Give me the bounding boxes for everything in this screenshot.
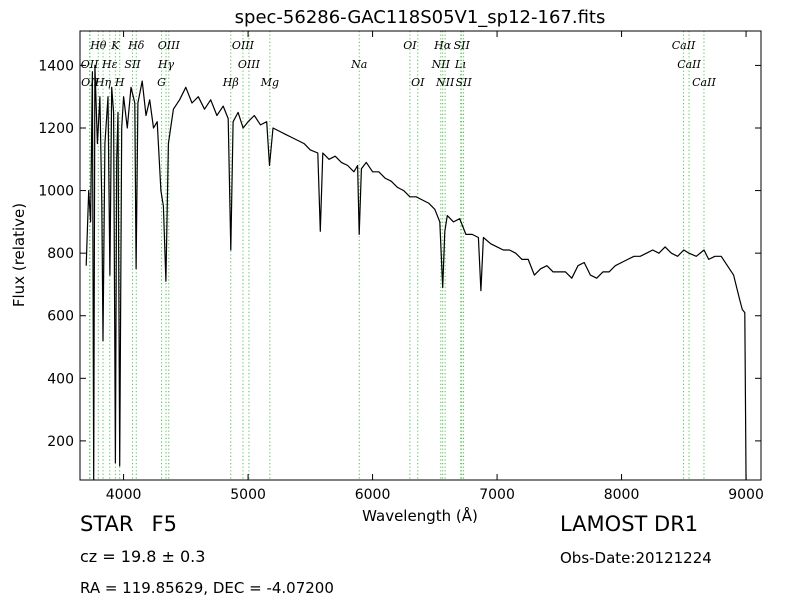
spectral-class: STAR F5 — [80, 512, 177, 536]
redshift-value: cz = 19.8 ± 0.3 — [80, 547, 206, 566]
spectral-line-label: CaII — [672, 39, 696, 52]
spectral-line-label: NII — [435, 76, 455, 89]
spectral-line-label: Hβ — [222, 76, 239, 89]
spectral-line-markers — [89, 31, 705, 480]
spectral-line-label: OIII — [238, 58, 261, 71]
spectral-line-label: OIII — [232, 39, 255, 52]
x-tick-label: 9000 — [728, 487, 764, 503]
spectral-line-label: OI — [411, 76, 425, 89]
spectral-line-label: OII — [81, 76, 99, 89]
spectral-line-label: Hδ — [127, 39, 145, 52]
x-tick-label: 7000 — [479, 487, 515, 503]
y-axis-label: Flux (relative) — [10, 203, 28, 307]
spectral-line-label: OIII — [158, 39, 181, 52]
spectral-line-label: CaII — [692, 76, 716, 89]
chart-title: spec-56286-GAC118S05V1_sp12-167.fits — [235, 7, 606, 28]
spectrum-line — [85, 64, 747, 480]
axis-ticks: 4000 5000 6000 7000 8000 9000 200 400 600 800 1000… — [38, 31, 764, 503]
observation-date: Obs-Date:20121224 — [560, 549, 712, 567]
spectral-line-label: Hθ — [89, 39, 107, 52]
x-tick-label: 4000 — [106, 487, 142, 503]
x-axis-label: Wavelength (Å) — [362, 506, 478, 525]
y-tick-label: 400 — [47, 371, 74, 387]
object-subclass: F5 — [151, 512, 177, 536]
y-tick-label: 800 — [47, 246, 74, 262]
spectral-line-label: Hε — [101, 58, 118, 71]
plot-frame — [79, 30, 762, 481]
y-tick-label: 1400 — [38, 58, 74, 74]
spectral-line-label: SII — [454, 39, 471, 52]
spectral-line-label: SII — [124, 58, 141, 71]
spectral-line-label: Hη — [94, 76, 112, 89]
spectral-line-label: NII — [431, 58, 451, 71]
spectral-line-label: SII — [455, 76, 472, 89]
y-tick-label: 600 — [47, 309, 74, 325]
y-tick-label: 200 — [47, 434, 74, 450]
spectral-line-label: Hα — [433, 39, 452, 52]
spectral-line-label: CaII — [677, 58, 701, 71]
survey-name: LAMOST DR1 — [560, 512, 699, 536]
spectral-line-label: Lι — [454, 58, 467, 71]
spectral-line-label: G — [157, 76, 166, 89]
object-class: STAR — [80, 512, 134, 536]
spectral-line-label: K — [110, 39, 120, 52]
spectral-line-label: Hγ — [157, 58, 175, 71]
x-tick-label: 8000 — [604, 487, 640, 503]
spectral-line-label: H — [114, 76, 125, 89]
x-tick-label: 5000 — [230, 487, 266, 503]
spectral-line-label: OII — [81, 58, 99, 71]
spectrum-series — [85, 64, 747, 480]
spectral-line-label: Mg — [260, 76, 279, 89]
ra-dec-coordinates: RA = 119.85629, DEC = -4.07200 — [80, 579, 334, 597]
spectral-line-label: Na — [350, 58, 367, 71]
y-tick-label: 1200 — [38, 121, 74, 137]
y-tick-label: 1000 — [38, 184, 74, 200]
spectral-line-label: OI — [403, 39, 417, 52]
x-tick-label: 6000 — [355, 487, 391, 503]
